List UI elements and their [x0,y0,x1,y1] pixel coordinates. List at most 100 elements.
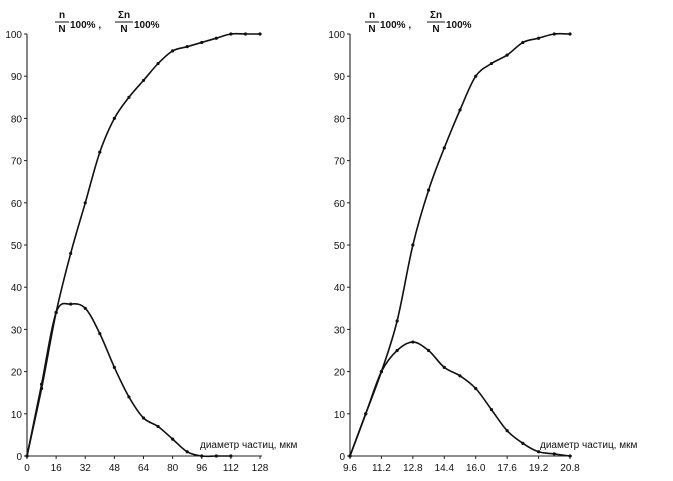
series-differential-left [26,302,231,458]
ylabel-frac2-suffix: 100% [446,20,472,31]
data-point-cumulative [395,319,399,323]
data-point-cumulative [141,78,146,83]
data-point-cumulative [171,49,175,53]
y-tick-label: 60 [334,199,346,210]
data-point-differential [505,429,509,433]
y-tick-label: 20 [334,368,346,379]
ylabel-frac2-den: N [432,24,439,35]
y-tick-label: 60 [11,199,23,210]
data-point-differential [474,386,478,391]
data-point-cumulative [127,95,131,99]
data-point-differential [54,310,58,315]
x-tick-label: 11.2 [372,463,391,474]
ylabel-frac2-den: N [120,24,127,35]
data-point-cumulative [521,40,525,45]
x-tick-label: 17.6 [497,463,517,474]
y-tick-label: 0 [16,452,22,463]
x-axis-label-right: диаметр частиц, мкм [540,440,637,451]
data-point-cumulative [474,74,478,78]
x-ticks-left: 0 16 32 48 64 80 96 112 128 [24,456,269,474]
data-point-cumulative [505,53,509,57]
y-tick-label: 80 [11,114,23,125]
x-tick-label: 14.4 [435,463,455,474]
y-tick-label: 80 [334,114,346,125]
y-tick-label: 0 [339,452,345,463]
ylabel-frac1-num: n [369,10,375,21]
y-axis-title-right: n N 100% , Σn N 100% [365,10,472,35]
x-tick-label: 9.6 [343,463,357,474]
ylabel-frac1-den: N [58,24,65,35]
y-tick-label: 30 [11,325,23,336]
data-point-cumulative [112,116,116,120]
x-tick-label: 128 [252,463,269,474]
chart-left: n N 100% , Σn N 100% 0 10 20 30 40 50 60 70 80 90… [5,10,297,474]
y-tick-label: 50 [334,241,346,252]
data-point-differential [229,454,233,458]
x-tick-label: 20.8 [560,463,580,474]
x-tick-label: 80 [167,463,179,474]
data-point-cumulative [568,32,572,36]
y-tick-label: 100 [5,30,22,41]
data-point-differential [83,306,87,310]
ylabel-frac1-den: N [368,24,375,35]
ylabel-frac1-suffix: 100% , [380,20,411,31]
series-differential-right [349,341,571,457]
data-point-differential [112,365,116,369]
x-tick-label: 19.2 [529,463,549,474]
ylabel-frac2-num: Σn [118,10,130,21]
data-point-cumulative [39,386,44,391]
x-tick-label: 16 [51,463,63,474]
data-point-differential [156,424,160,429]
data-point-differential [411,340,415,344]
data-point-differential [214,454,218,458]
x-axis-label-left: диаметр частиц, мкм [200,440,297,451]
data-point-differential [98,332,102,336]
data-point-cumulative [69,251,73,256]
y-tick-label: 40 [11,283,23,294]
data-point-cumulative [83,201,87,205]
data-point-cumulative [214,36,218,40]
y-tick-label: 10 [334,410,346,421]
y-tick-label: 100 [328,30,345,41]
data-point-differential [39,382,44,386]
x-tick-label: 48 [109,463,121,474]
data-point-cumulative [536,36,541,40]
data-point-differential [69,302,73,306]
data-point-differential [568,454,572,458]
y-tick-label: 90 [334,72,346,83]
ylabel-frac2-suffix: 100% [134,20,160,31]
series-cumulative-left [26,32,260,457]
data-point-cumulative [411,243,415,247]
y-ticks-left: 0 10 20 30 40 50 60 70 80 90 100 [5,30,27,463]
data-point-cumulative [426,188,431,192]
x-tick-label: 112 [223,463,239,474]
y-tick-label: 40 [334,283,346,294]
y-tick-label: 50 [11,241,23,252]
data-point-cumulative [489,61,494,66]
data-point-differential [200,454,204,458]
data-point-cumulative [552,32,556,36]
data-point-differential [379,370,384,374]
data-point-cumulative [458,108,462,112]
data-point-cumulative [442,146,446,150]
y-tick-label: 10 [11,410,23,421]
series-cumulative-right [349,32,571,457]
data-point-differential [171,437,175,441]
data-point-differential [521,441,525,445]
x-tick-label: 32 [80,463,92,474]
data-point-differential [364,412,368,416]
y-tick-label: 70 [334,157,346,168]
data-point-differential [185,450,189,454]
ylabel-frac1-num: n [59,10,65,21]
x-tick-label: 0 [24,463,30,474]
x-tick-label: 64 [138,463,150,474]
data-point-differential [426,348,431,353]
data-point-cumulative [185,45,189,49]
x-tick-label: 12.8 [403,463,423,474]
points-right [348,32,572,458]
data-point-cumulative [229,32,233,36]
y-tick-label: 70 [11,157,23,168]
data-point-differential [127,395,131,399]
ylabel-frac2-num: Σn [430,10,442,21]
